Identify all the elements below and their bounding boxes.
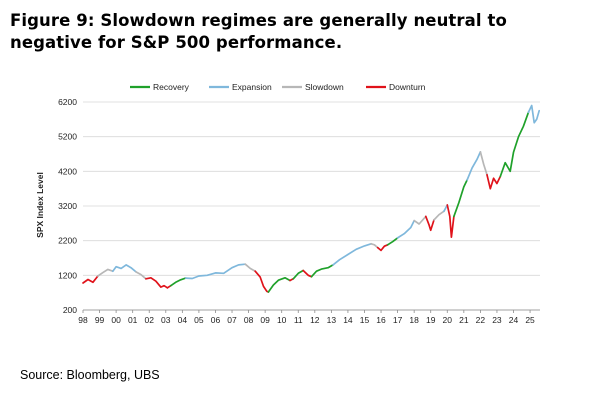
figure-title-line-1: Figure 9: Slowdown regimes are generally… <box>10 11 507 30</box>
figure-title-line-2: negative for S&P 500 performance. <box>10 33 343 52</box>
series-segment-slowdown <box>433 210 445 221</box>
y-tick-label: 2200 <box>58 236 77 246</box>
x-tick-label: 05 <box>194 315 204 325</box>
y-tick-label: 4200 <box>58 166 77 176</box>
x-tick-label: 19 <box>426 315 436 325</box>
x-tick-label: 07 <box>227 315 237 325</box>
series-segment-expansion <box>527 104 541 124</box>
series-segment-recovery <box>267 276 291 293</box>
x-tick-label: 17 <box>393 315 403 325</box>
y-tick-label: 5200 <box>58 132 77 142</box>
series-segment-slowdown <box>244 263 257 273</box>
series-segment-downturn <box>446 204 455 239</box>
x-tick-label: 18 <box>409 315 419 325</box>
x-tick-label: 99 <box>95 315 105 325</box>
series-segment-downturn <box>376 243 389 252</box>
legend-label-recovery: Recovery <box>153 82 190 92</box>
x-tick-label: 04 <box>178 315 188 325</box>
x-tick-label: 16 <box>376 315 386 325</box>
x-tick-label: 12 <box>310 315 320 325</box>
series-segment-slowdown <box>135 271 147 280</box>
x-tick-label: 00 <box>111 315 121 325</box>
series-segment-slowdown <box>479 151 488 176</box>
figure-title: Figure 9: Slowdown regimes are generally… <box>10 10 598 54</box>
x-tick-label: 25 <box>525 315 535 325</box>
x-tick-label: 98 <box>78 315 88 325</box>
series-segment-downturn <box>424 215 435 232</box>
y-axis-label: SPX Index Level <box>35 172 45 238</box>
series-segment-expansion <box>396 219 416 239</box>
x-tick-label: 06 <box>211 315 221 325</box>
series-segment-slowdown <box>370 242 379 249</box>
x-tick-label: 24 <box>509 315 519 325</box>
series-segment-downturn <box>302 269 313 278</box>
legend-label-downturn: Downturn <box>389 82 426 92</box>
series-segment-recovery <box>292 269 305 280</box>
series-segment-recovery <box>169 277 187 287</box>
x-tick-label: 01 <box>128 315 138 325</box>
source-note: Source: Bloomberg, UBS <box>20 368 160 382</box>
x-tick-label: 11 <box>294 315 303 325</box>
series-segment-downturn <box>486 173 502 190</box>
x-tick-label: 23 <box>492 315 502 325</box>
legend: Recovery Expansion Slowdown Downturn <box>130 82 426 92</box>
x-tick-label: 20 <box>443 315 453 325</box>
legend-label-slowdown: Slowdown <box>305 82 344 92</box>
x-tick-label: 21 <box>459 315 469 325</box>
series-segment-expansion <box>332 242 372 266</box>
x-tick-label: 03 <box>161 315 171 325</box>
series-segment-expansion <box>184 263 247 280</box>
x-tick-label: 08 <box>244 315 254 325</box>
y-tick-label: 1200 <box>58 270 77 280</box>
series-segment-slowdown <box>413 215 427 225</box>
series-segment-recovery <box>386 237 399 246</box>
series-segment-downturn <box>82 275 99 284</box>
series-segment-slowdown <box>97 268 114 277</box>
y-tick-label: 3200 <box>58 201 77 211</box>
x-tick-label: 09 <box>260 315 270 325</box>
x-tick-label: 10 <box>277 315 287 325</box>
series-segment-downturn <box>254 270 270 293</box>
x-tick-label: 14 <box>343 315 353 325</box>
series-segment-recovery <box>310 264 334 278</box>
x-tick-label: 02 <box>144 315 154 325</box>
x-tick-label: 22 <box>476 315 486 325</box>
y-tick-label: 6200 <box>58 97 77 107</box>
regime-line-chart: 200 1200 2200 3200 4200 5200 6200 98 99 00 01 02 03 0… <box>35 82 541 325</box>
series-segment-expansion <box>111 264 137 273</box>
y-tick-label: 200 <box>63 305 77 315</box>
legend-label-expansion: Expansion <box>232 82 272 92</box>
series-segment-expansion <box>466 151 482 181</box>
series-segment-downturn <box>145 276 169 289</box>
axes: 200 1200 2200 3200 4200 5200 6200 98 99 00 01 02 03 0… <box>58 97 540 325</box>
series-segment-recovery <box>453 179 468 218</box>
x-tick-label: 13 <box>327 315 337 325</box>
x-tick-label: 15 <box>360 315 370 325</box>
series-segment-recovery <box>499 111 530 178</box>
series-lines <box>82 104 541 293</box>
